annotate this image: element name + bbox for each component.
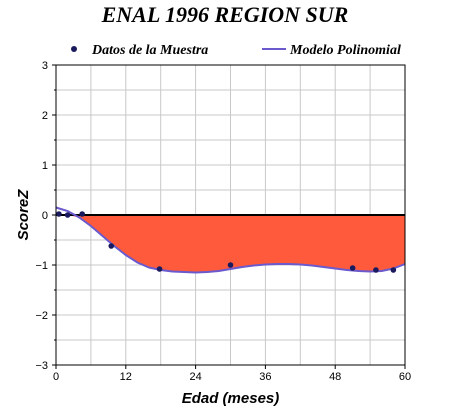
area-below-zero [56, 215, 405, 273]
data-point [373, 267, 379, 273]
x-tick-label: 36 [259, 371, 271, 383]
y-axis-label: ScoreZ [15, 189, 32, 241]
data-point [156, 266, 163, 272]
x-tick-label: 12 [120, 371, 132, 383]
x-tick-label: 60 [399, 371, 411, 383]
data-point [79, 211, 85, 217]
y-tick-label: −2 [35, 310, 48, 322]
legend-label-datos: Datos de la Muestra [91, 43, 208, 58]
data-point [349, 265, 356, 271]
y-tick-label: 1 [42, 160, 48, 172]
x-tick-label: 48 [329, 371, 341, 383]
x-tick-label: 0 [53, 371, 59, 383]
data-point [390, 267, 397, 273]
x-axis-label: Edad (meses) [182, 390, 280, 407]
chart-title: ENAL 1996 REGION SUR [101, 2, 349, 27]
y-tick-label: 3 [42, 60, 48, 72]
data-point [64, 212, 71, 218]
y-tick-label: 0 [42, 210, 48, 222]
y-tick-label: 2 [42, 110, 48, 122]
data-point [56, 211, 62, 217]
y-tick-label: −1 [35, 260, 48, 272]
data-point [108, 243, 115, 249]
series-line-modelo-polinomial [55, 206, 406, 274]
y-tick-label: −3 [35, 360, 48, 372]
legend-marker-datos [71, 46, 77, 52]
data-point [227, 262, 234, 268]
x-tick-label: 24 [189, 371, 201, 383]
legend-label-modelo: Modelo Polinomial [289, 43, 401, 58]
